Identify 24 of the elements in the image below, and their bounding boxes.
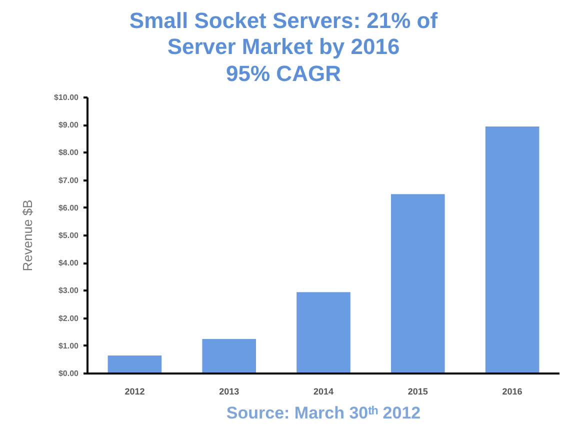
bar — [108, 356, 162, 374]
bar — [485, 126, 540, 374]
y-tick-label: $10.00 — [54, 93, 80, 102]
y-tick-label: $8.00 — [58, 148, 80, 158]
source-note: Source: March 30ᵗʰ 2012 — [226, 404, 421, 422]
x-tick-label: 2012 — [124, 386, 145, 396]
bar — [390, 194, 445, 374]
y-tick-label: $3.00 — [58, 286, 80, 296]
chart-title: Small Socket Servers: 21% of Server Market by 2016 95% CAGR — [129, 8, 438, 88]
y-tick-label: $7.00 — [58, 176, 80, 185]
y-tick-label: $9.00 — [58, 120, 80, 130]
y-tick-label: $4.00 — [58, 258, 80, 268]
x-tick-label: 2016 — [502, 386, 522, 396]
x-tick-label: 2015 — [408, 386, 428, 396]
y-tick-label: $1.00 — [58, 341, 80, 350]
x-tick-label: 2013 — [219, 386, 240, 396]
y-tick-label: $2.00 — [58, 314, 80, 323]
y-tick-label: $5.00 — [58, 231, 80, 240]
y-tick-label: $6.00 — [58, 203, 80, 212]
bar — [296, 292, 350, 374]
y-axis-title: Revenue $B — [20, 200, 36, 272]
y-tick-label: $0.00 — [58, 369, 80, 378]
bar — [202, 339, 256, 374]
x-tick-label: 2014 — [313, 386, 334, 396]
